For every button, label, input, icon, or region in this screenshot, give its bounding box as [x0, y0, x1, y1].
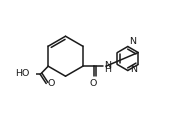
Text: O: O [47, 79, 55, 88]
Text: HO: HO [16, 69, 30, 78]
Text: H: H [104, 65, 111, 74]
Text: N: N [130, 65, 137, 74]
Text: O: O [90, 79, 97, 88]
Text: N: N [104, 61, 111, 70]
Text: N: N [129, 37, 136, 46]
